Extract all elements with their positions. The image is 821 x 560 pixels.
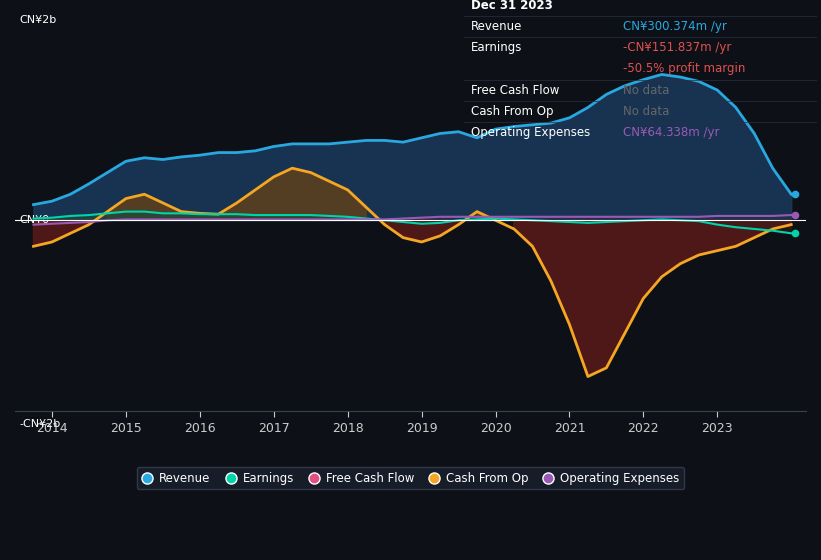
- Point: [788, 229, 801, 238]
- Point: [788, 190, 801, 199]
- Text: CN¥64.338m /yr: CN¥64.338m /yr: [622, 126, 719, 139]
- Text: Dec 31 2023: Dec 31 2023: [471, 0, 553, 12]
- Text: No data: No data: [622, 83, 669, 97]
- Text: -CN¥2b: -CN¥2b: [19, 419, 60, 429]
- Text: Cash From Op: Cash From Op: [471, 105, 553, 118]
- Text: CN¥0: CN¥0: [19, 215, 49, 225]
- Text: -CN¥151.837m /yr: -CN¥151.837m /yr: [622, 41, 732, 54]
- Text: Revenue: Revenue: [471, 20, 522, 33]
- Text: CN¥300.374m /yr: CN¥300.374m /yr: [622, 20, 727, 33]
- Text: CN¥2b: CN¥2b: [19, 16, 56, 26]
- Text: No data: No data: [622, 105, 669, 118]
- Text: -50.5% profit margin: -50.5% profit margin: [622, 62, 745, 76]
- Text: Free Cash Flow: Free Cash Flow: [471, 83, 559, 97]
- Text: Earnings: Earnings: [471, 41, 522, 54]
- Point: [788, 211, 801, 220]
- Legend: Revenue, Earnings, Free Cash Flow, Cash From Op, Operating Expenses: Revenue, Earnings, Free Cash Flow, Cash …: [137, 467, 684, 489]
- Text: Operating Expenses: Operating Expenses: [471, 126, 590, 139]
